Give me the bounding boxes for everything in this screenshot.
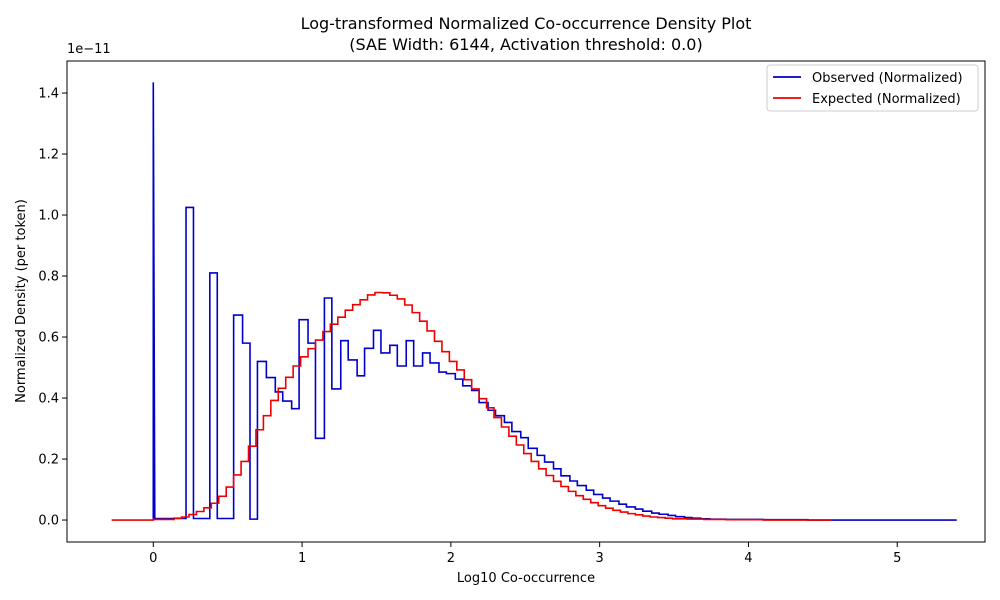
x-tick-label: 2 — [447, 551, 455, 566]
series-line-expected — [111, 291, 832, 521]
x-tick-label: 5 — [893, 551, 901, 566]
y-tick-label: 0.4 — [38, 392, 59, 407]
x-tick-label: 3 — [596, 551, 604, 566]
plot-frame — [66, 60, 986, 543]
y-tick-label: 1.4 — [38, 87, 59, 102]
x-tick-label: 1 — [298, 551, 306, 566]
chart-subtitle: (SAE Width: 6144, Activation threshold: … — [349, 35, 702, 54]
ticks-layer: 0 1 2 3 4 5 0.0 0.2 0.4 0.6 0.8 1.0 1.2 1.4 — [38, 87, 901, 566]
y-multiplier-label: 1e−11 — [67, 42, 111, 57]
x-tick-label: 0 — [149, 551, 157, 566]
y-tick-label: 1.2 — [38, 148, 59, 163]
chart-title: Log-transformed Normalized Co-occurrence… — [301, 14, 752, 33]
y-axis-label: Normalized Density (per token) — [14, 199, 29, 403]
y-tick-label: 0.2 — [38, 453, 59, 468]
legend: Observed (Normalized) Expected (Normaliz… — [766, 64, 979, 112]
x-axis-label: Log10 Co-occurrence — [457, 571, 595, 586]
legend-label-expected: Expected (Normalized) — [812, 92, 961, 107]
x-tick-label: 4 — [744, 551, 752, 566]
y-tick-label: 1.0 — [38, 209, 59, 224]
y-tick-label: 0.6 — [38, 331, 59, 346]
y-tick-label: 0.8 — [38, 270, 59, 285]
legend-box — [766, 64, 979, 112]
series-layer — [111, 82, 957, 521]
y-tick-label: 0.0 — [38, 514, 59, 529]
legend-label-observed: Observed (Normalized) — [812, 71, 963, 86]
